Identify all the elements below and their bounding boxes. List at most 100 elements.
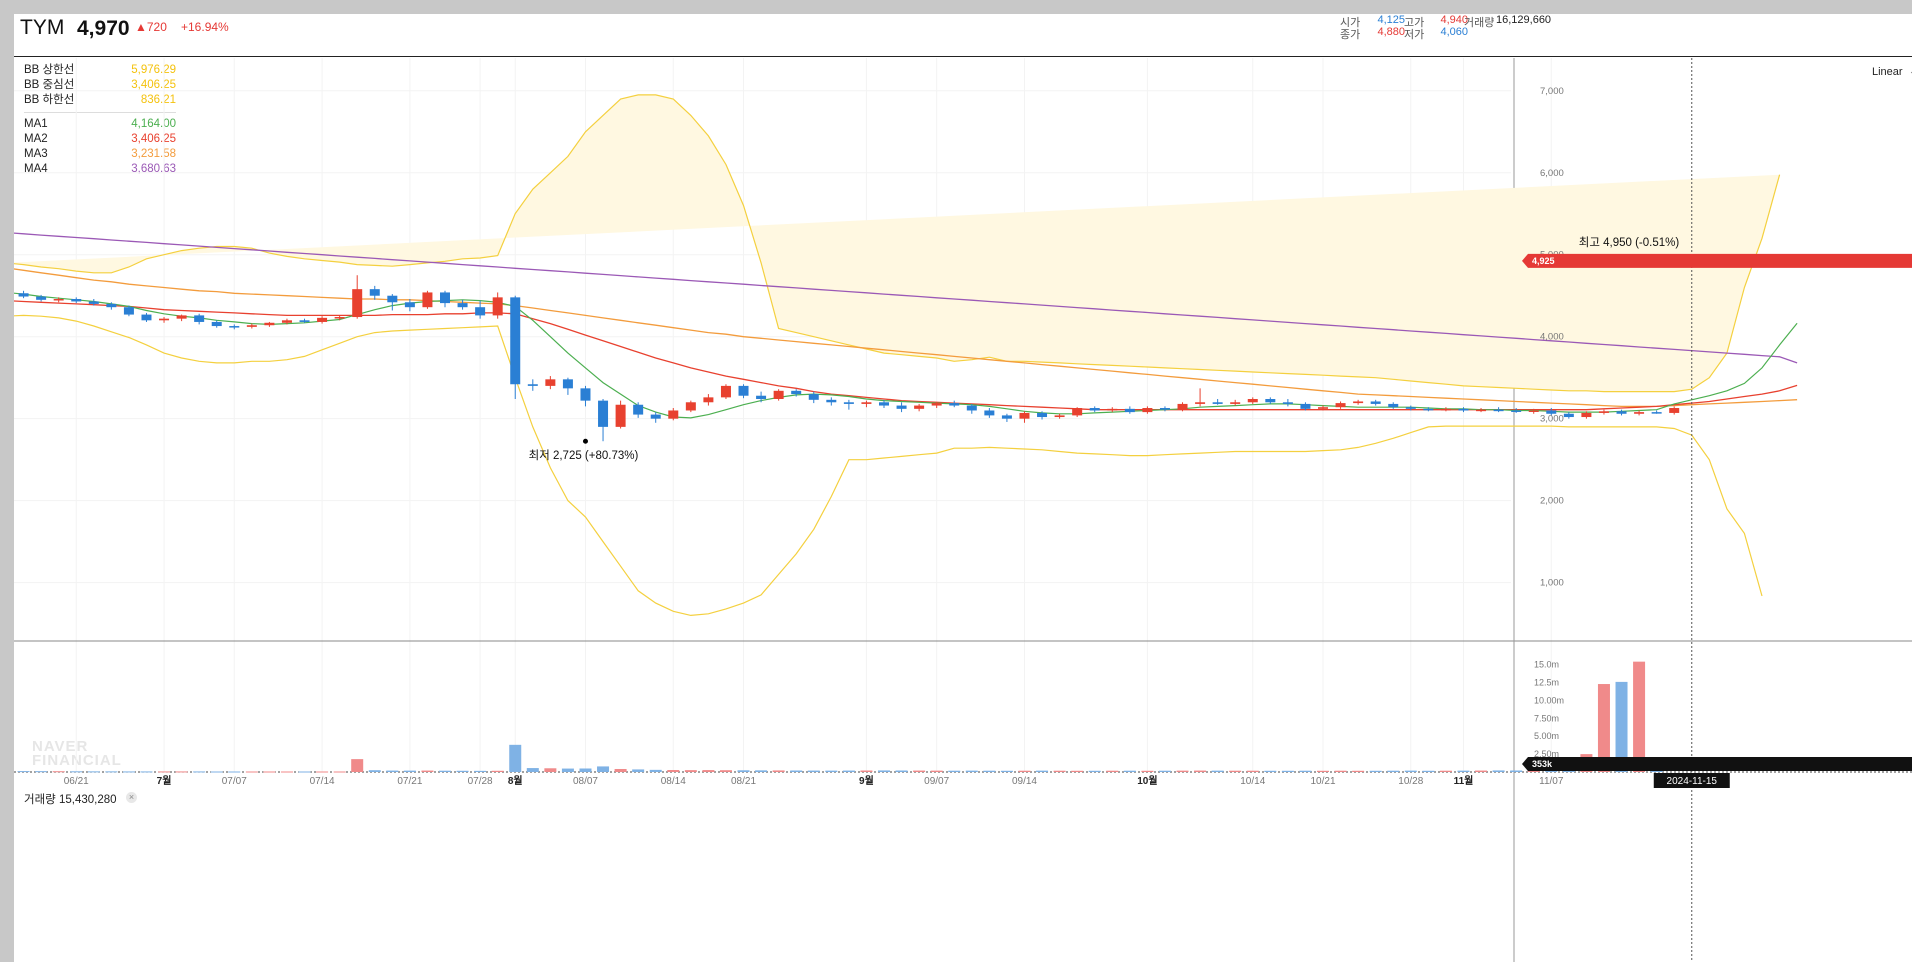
candle — [176, 315, 187, 319]
candle — [1405, 407, 1416, 409]
volume-bar — [755, 770, 768, 772]
volume-bar — [1141, 770, 1154, 772]
candle — [861, 402, 872, 404]
volume-bar — [1369, 770, 1382, 772]
candle — [299, 320, 310, 322]
candle — [527, 384, 538, 386]
y-tick-label: 6,000 — [1540, 168, 1564, 179]
x-axis-label: 8월 — [508, 775, 523, 787]
candle — [88, 301, 99, 304]
current-volume-tag-label: 353k — [1532, 759, 1553, 769]
candle — [404, 302, 415, 308]
candle — [492, 297, 503, 316]
x-axis-label: 08/07 — [573, 776, 598, 787]
volume-pane-label: 거래량 15,430,280 — [24, 794, 117, 806]
volume-bar — [1545, 770, 1558, 772]
candle — [1528, 410, 1539, 412]
legend-ma1[interactable]: MA1 4,164.00 — [24, 118, 176, 130]
volume-bar — [1615, 681, 1628, 772]
candle — [1247, 399, 1258, 403]
volume-bar — [1036, 770, 1049, 772]
volume-bar — [965, 770, 978, 772]
candle — [773, 390, 784, 400]
candle — [668, 410, 679, 419]
candle — [1212, 402, 1223, 404]
volume-bar — [579, 768, 592, 772]
x-axis-label: 07/14 — [310, 776, 335, 787]
candle — [264, 322, 275, 326]
current-volume-tag — [1522, 757, 1912, 771]
open-value: 4,125 — [1377, 14, 1405, 26]
volume-bar — [210, 771, 223, 773]
stock-symbol: TYM — [20, 16, 65, 39]
volume-tick-label: 10.00m — [1534, 695, 1564, 705]
volume-bar — [1510, 770, 1523, 772]
candle — [53, 298, 64, 301]
candle — [1124, 408, 1135, 413]
volume-bar — [1562, 770, 1575, 772]
bollinger-band-fill — [14, 94, 1780, 392]
volume-tick-label: 12.5m — [1534, 678, 1559, 688]
x-axis-label: 9월 — [859, 775, 874, 787]
candle — [422, 292, 433, 308]
volume-bar — [509, 744, 522, 772]
header: TYM 4,970 ▲720 +16.94% 시가 4,125 고가 4,940… — [14, 14, 1912, 57]
bb-upper-line — [14, 94, 1781, 393]
volume-bar — [895, 770, 908, 772]
x-axis-label: 07/07 — [222, 776, 247, 787]
legend-ma3[interactable]: MA3 3,231.58 — [24, 148, 176, 160]
close-icon[interactable]: × — [126, 792, 137, 803]
candle — [36, 296, 47, 300]
volume-bar — [70, 771, 83, 773]
candle — [1054, 415, 1065, 418]
legend-ma2[interactable]: MA2 3,406.25 — [24, 133, 176, 145]
volume-bar — [1387, 770, 1400, 772]
volume-bar — [17, 771, 30, 773]
bb-lower-line — [14, 314, 1763, 617]
volume-bar — [772, 770, 785, 772]
volume-bar — [860, 770, 873, 772]
legend-bb-upper[interactable]: BB 상한선 5,976.29 — [24, 64, 176, 76]
volume-bar — [948, 770, 961, 772]
candle — [1440, 408, 1451, 411]
volume-bar — [333, 771, 346, 773]
candle — [18, 293, 29, 297]
x-axis-label: 06/21 — [64, 776, 89, 787]
volume-bar — [228, 771, 241, 773]
scale-mode-selector[interactable]: Linear — [1872, 66, 1903, 78]
volume-bar — [1264, 770, 1277, 772]
indicator-legend: BB 상한선 5,976.29 BB 중심선 3,406.25 BB 하한선 836.… — [24, 63, 176, 177]
candle — [141, 314, 152, 321]
volume-bar — [263, 771, 276, 773]
candle — [246, 325, 257, 327]
candle — [931, 403, 942, 406]
volume-bar — [1123, 770, 1136, 772]
legend-bb-lower[interactable]: BB 하한선 836.21 — [24, 94, 176, 106]
volume-bar — [930, 770, 943, 772]
candle — [896, 405, 907, 409]
candle — [1300, 403, 1311, 409]
volume-bar — [983, 770, 996, 772]
volume-bar — [122, 771, 135, 773]
y-tick-label: 2,000 — [1540, 496, 1564, 507]
volume-bar — [140, 771, 153, 773]
candle — [1089, 408, 1100, 411]
volume-bar — [1246, 770, 1259, 772]
chart-canvas[interactable]: 최고 4,950 (-0.51%) 최저 2,725 (+80.73%) 7,000… — [14, 14, 1912, 962]
y-tick-label: 1,000 — [1540, 578, 1564, 589]
candle — [1563, 413, 1574, 418]
legend-ma4[interactable]: MA4 3,680.63 — [24, 163, 176, 175]
volume-bar — [737, 770, 750, 772]
candle — [211, 321, 222, 327]
low-value: 4,060 — [1440, 26, 1468, 38]
candle — [317, 317, 328, 322]
legend-bb-mid[interactable]: BB 중심선 3,406.25 — [24, 79, 176, 91]
ma3-line — [14, 268, 1798, 408]
candle — [1195, 402, 1206, 404]
candle — [1019, 412, 1030, 419]
candle — [1370, 401, 1381, 404]
x-axis-label: 10월 — [1137, 775, 1157, 787]
volume-bar — [105, 771, 118, 773]
volume-bar — [1018, 770, 1031, 772]
chevron-down-icon[interactable]: ⌄ — [1909, 66, 1912, 77]
